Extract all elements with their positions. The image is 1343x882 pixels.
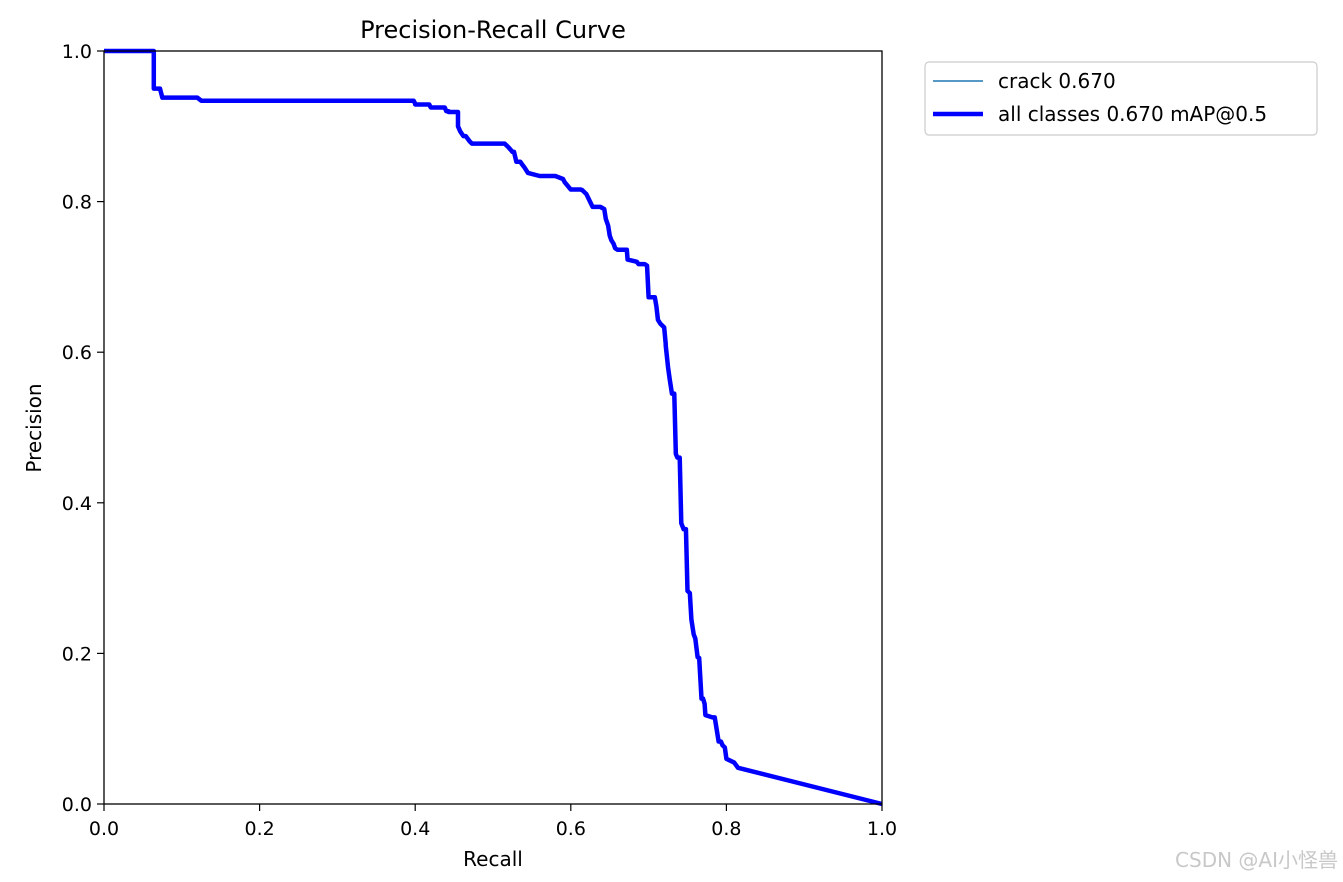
x-axis: 0.0 0.2 0.4 0.6 0.8 1.0 bbox=[89, 804, 897, 840]
y-tick-label: 0.8 bbox=[62, 192, 92, 214]
y-tick-label: 0.4 bbox=[62, 493, 92, 515]
plot-frame bbox=[103, 50, 883, 805]
x-tick-label: 1.0 bbox=[867, 818, 897, 840]
x-tick-label: 0.8 bbox=[711, 818, 741, 840]
y-tick-label: 0.6 bbox=[62, 342, 92, 364]
legend-label-crack: crack 0.670 bbox=[998, 69, 1116, 93]
y-tick-label: 0.2 bbox=[62, 643, 92, 665]
x-tick-label: 0.0 bbox=[89, 818, 119, 840]
y-axis-label: Precision bbox=[22, 383, 46, 472]
plot-series-layer bbox=[104, 48, 883, 807]
chart-title: Precision-Recall Curve bbox=[360, 16, 626, 44]
x-axis-label: Recall bbox=[463, 847, 523, 871]
legend-label-all-classes: all classes 0.670 mAP@0.5 bbox=[998, 102, 1267, 126]
x-tick-label: 0.6 bbox=[556, 818, 586, 840]
watermark-text: CSDN @AI小怪兽 bbox=[1175, 848, 1338, 872]
series-line-all-classes bbox=[104, 48, 883, 807]
x-tick-label: 0.4 bbox=[400, 818, 430, 840]
legend-box bbox=[924, 61, 1318, 136]
y-tick-label: 0.0 bbox=[62, 794, 92, 816]
y-tick-label: 1.0 bbox=[62, 41, 92, 63]
x-tick-label: 0.2 bbox=[244, 818, 274, 840]
legend: crack 0.670 all classes 0.670 mAP@0.5 bbox=[924, 61, 1318, 136]
y-axis: 0.0 0.2 0.4 0.6 0.8 1.0 bbox=[62, 41, 104, 816]
